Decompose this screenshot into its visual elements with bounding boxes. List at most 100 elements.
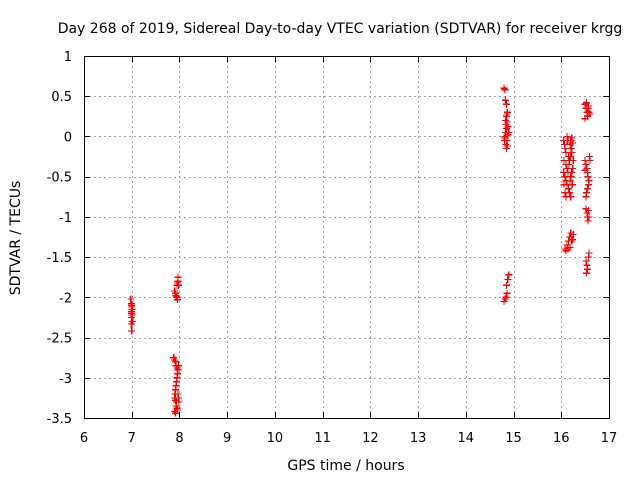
chart-title: Day 268 of 2019, Sidereal Day-to-day VTE… <box>58 21 623 37</box>
data-point <box>503 289 511 297</box>
data-point <box>564 245 572 253</box>
data-point <box>175 281 182 289</box>
data-point <box>128 313 136 321</box>
data-point <box>584 206 592 214</box>
data-point <box>560 157 568 165</box>
data-point <box>127 320 135 328</box>
data-point <box>174 273 182 281</box>
data-point <box>584 265 592 273</box>
data-point <box>585 213 593 221</box>
data-point <box>581 115 589 123</box>
axis-ticks <box>84 56 610 419</box>
data-point <box>586 110 594 118</box>
x-tick-label: 11 <box>314 431 331 446</box>
data-point <box>174 296 182 304</box>
x-tick-label: 17 <box>601 431 618 446</box>
data-point <box>562 193 570 201</box>
data-point <box>561 145 569 153</box>
data-point <box>585 108 593 116</box>
y-tick-label: 0 <box>64 130 72 145</box>
data-point <box>567 145 575 153</box>
data-point <box>502 293 510 301</box>
x-tick-label: 15 <box>505 431 522 446</box>
grid <box>84 56 609 418</box>
data-point <box>500 84 508 92</box>
data-point <box>584 173 592 181</box>
data-point <box>569 139 577 147</box>
y-tick-label: -0.5 <box>47 171 72 186</box>
data-point <box>565 161 573 169</box>
data-point <box>171 408 179 416</box>
y-tick-label: -2.5 <box>47 332 72 347</box>
data-point <box>560 181 568 189</box>
data-point <box>175 362 182 370</box>
y-tick-label: -1 <box>59 211 72 226</box>
data-point <box>568 169 576 177</box>
data-point <box>502 281 510 289</box>
x-tick-label: 12 <box>362 431 379 446</box>
y-tick-label: -3 <box>59 372 72 387</box>
data-point <box>569 157 577 165</box>
data-point <box>569 165 577 173</box>
data-point <box>584 217 592 225</box>
plot-frame <box>84 56 610 419</box>
y-tick-label: 1 <box>64 50 72 65</box>
data-point <box>560 169 568 177</box>
data-point <box>175 398 183 406</box>
x-tick-label: 8 <box>175 431 183 446</box>
data-point <box>568 134 576 142</box>
data-point <box>584 102 592 110</box>
data-point <box>501 86 509 94</box>
data-point <box>561 189 569 197</box>
data-point <box>505 128 513 136</box>
data-point <box>584 181 592 189</box>
data-point <box>585 153 593 161</box>
data-point <box>568 181 576 189</box>
data-point <box>582 257 590 265</box>
data-point <box>564 185 572 193</box>
data-point <box>569 231 577 239</box>
x-tick-label: 14 <box>458 431 475 446</box>
data-point <box>501 116 509 124</box>
data-point <box>501 96 509 104</box>
data-point <box>585 249 593 257</box>
x-tick-label: 13 <box>410 431 427 446</box>
data-point <box>128 327 136 335</box>
data-point <box>567 173 575 181</box>
data-point <box>584 185 592 193</box>
data-points <box>127 84 594 417</box>
data-point <box>503 136 511 144</box>
x-tick-label: 10 <box>267 431 284 446</box>
x-tick-label: 6 <box>80 431 88 446</box>
data-point <box>504 276 512 284</box>
data-point <box>581 166 589 174</box>
x-tick-labels: 6 7 8 9 10 11 12 13 14 15 16 17 <box>80 431 617 446</box>
y-tick-label: -1.5 <box>47 251 72 266</box>
data-point <box>566 177 574 185</box>
data-point <box>582 193 590 201</box>
data-point <box>566 153 574 161</box>
data-point <box>581 100 589 108</box>
data-point <box>568 237 576 245</box>
data-point <box>172 292 180 300</box>
y-tick-labels: 1 0.5 0 -0.5 -1 -1.5 -2 -2.5 -3 -3.5 <box>47 50 72 427</box>
y-tick-label: 0.5 <box>51 90 72 105</box>
x-tick-label: 9 <box>223 431 231 446</box>
data-point <box>502 100 510 108</box>
data-point <box>504 123 512 131</box>
y-tick-label: -2 <box>59 291 72 306</box>
x-tick-label: 16 <box>553 431 570 446</box>
data-point <box>502 124 510 132</box>
data-point <box>172 409 180 417</box>
x-axis-label: GPS time / hours <box>287 458 404 474</box>
y-axis-label: SDTVAR / TECUs <box>8 181 24 296</box>
data-point <box>171 356 179 364</box>
data-point <box>582 161 590 169</box>
data-point <box>502 112 510 120</box>
y-tick-label: -3.5 <box>47 412 72 427</box>
data-point <box>563 136 571 144</box>
data-point <box>501 295 509 303</box>
data-point <box>505 271 513 279</box>
x-tick-label: 7 <box>128 431 136 446</box>
